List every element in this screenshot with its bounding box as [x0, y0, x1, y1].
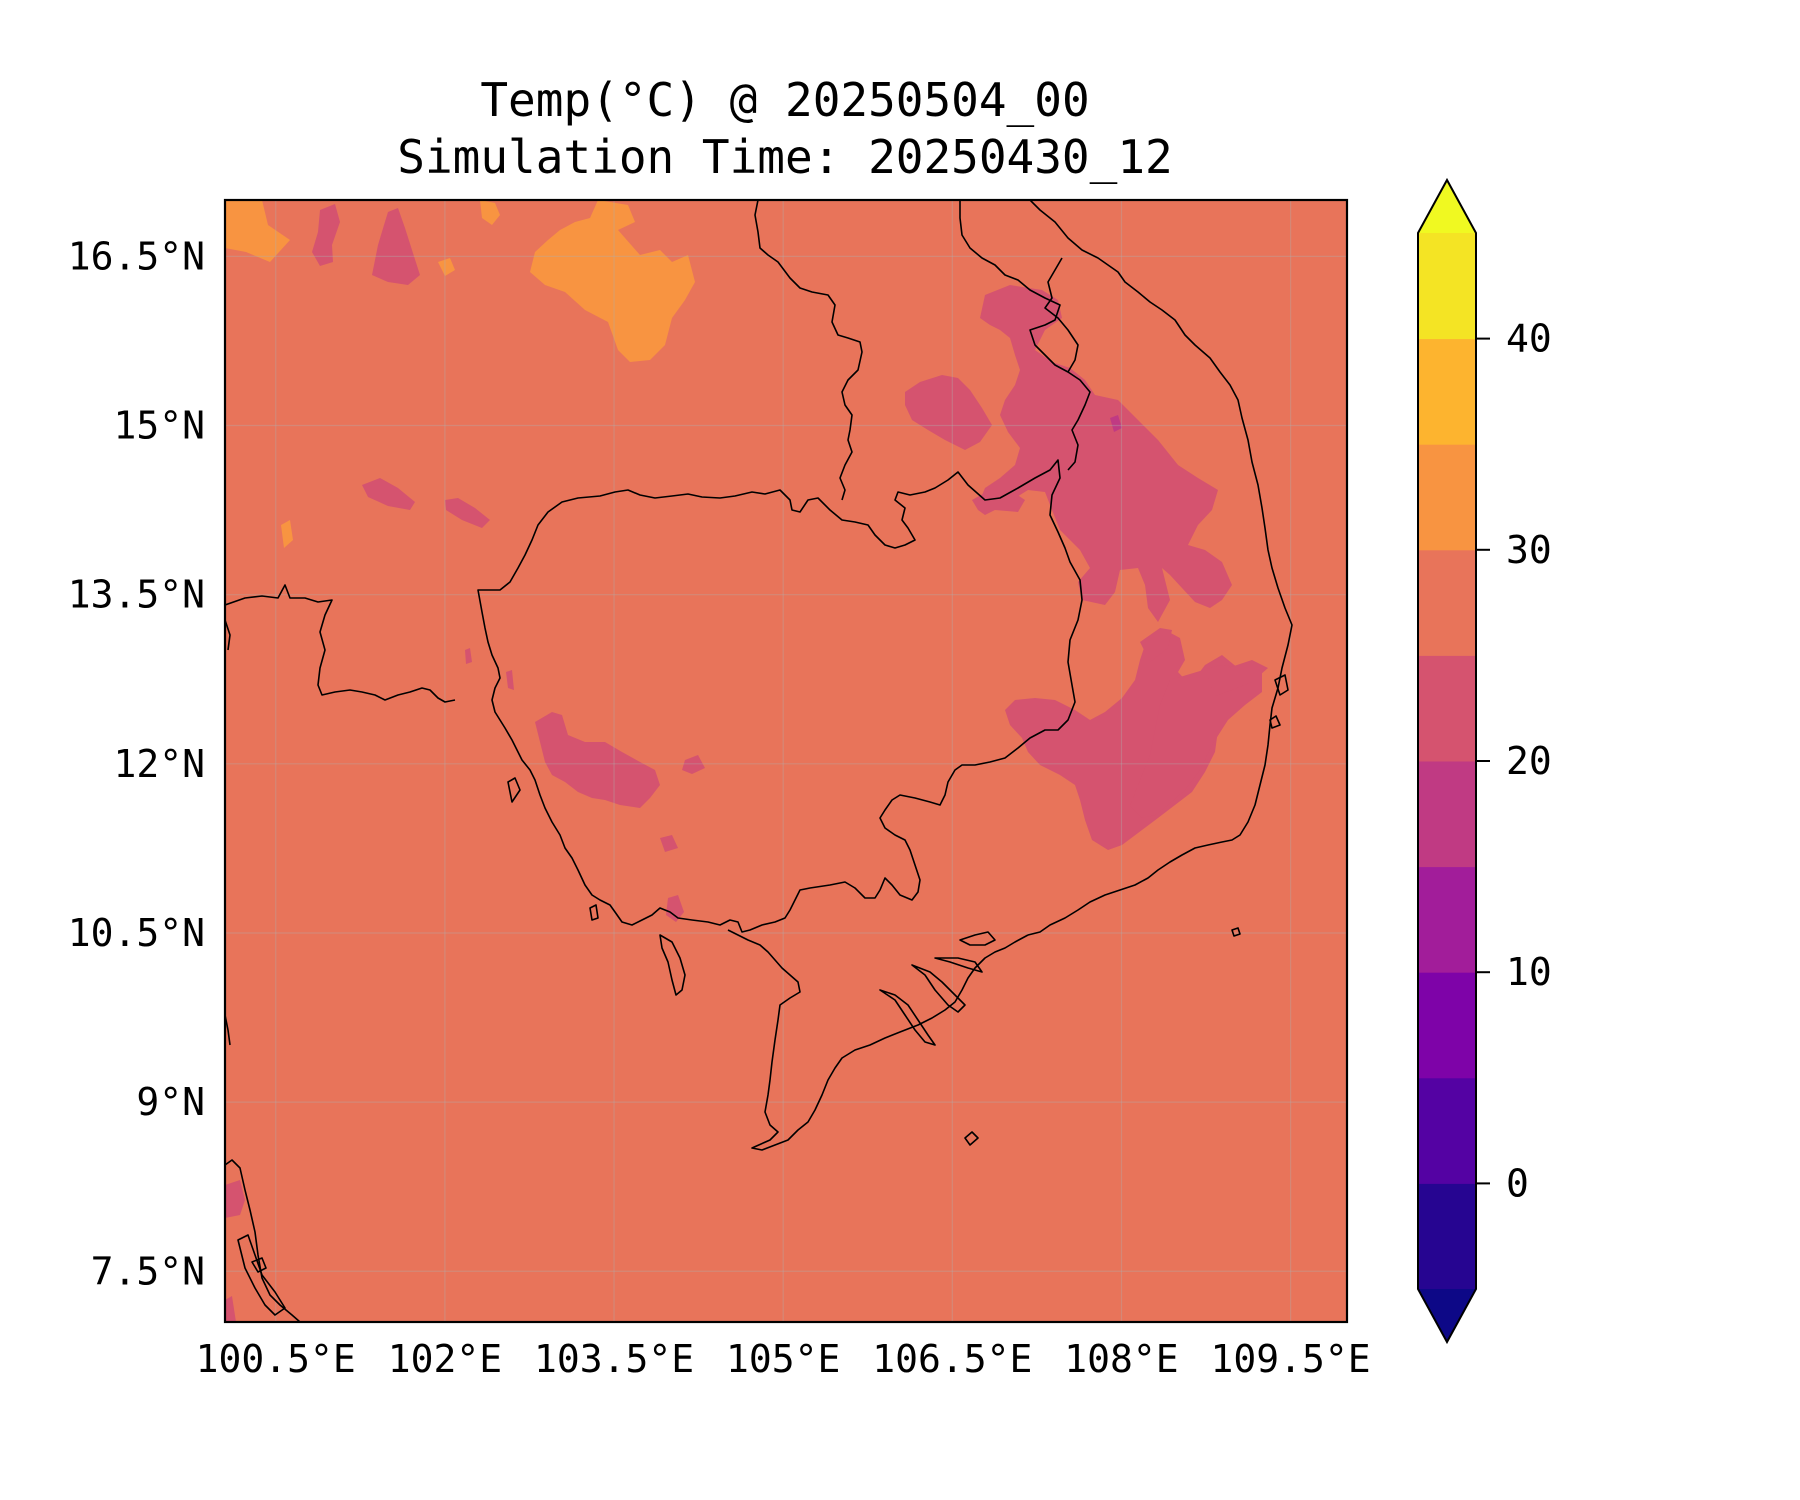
laos-river	[1044, 257, 1079, 373]
delta-mouth-3	[934, 957, 983, 973]
small-island-1	[1231, 927, 1241, 937]
cool-region-small-5	[465, 648, 472, 664]
delta-mouth-2	[911, 964, 966, 1013]
delta-mouth-1	[879, 989, 936, 1046]
cool-region-small-1	[682, 755, 705, 774]
warm-region-small-3	[281, 520, 293, 548]
lat-tick-label-2: 13.5°N	[68, 573, 205, 617]
colorbar-tick-label-2: 20	[1506, 739, 1552, 783]
laos-border-north	[754, 200, 863, 501]
thailand-gulf-coast	[225, 1159, 301, 1322]
cool-region-small-4	[506, 670, 514, 690]
warm-region-small-2	[438, 258, 455, 276]
colorbar-segment-6	[1418, 549, 1476, 656]
colorbar-tick-label-4: 40	[1506, 317, 1552, 361]
east-coast-islet	[1274, 674, 1289, 696]
lon-tick-label-1: 102°E	[388, 1337, 502, 1381]
cool-region-small-2	[660, 835, 678, 852]
vietnam-coast	[1027, 200, 1293, 936]
cool-region-cardamom	[535, 712, 660, 808]
colorbar-segment-4	[1418, 761, 1476, 868]
lat-tick-label-0: 16.5°N	[68, 234, 205, 278]
lon-tick-label-4: 106.5°E	[872, 1337, 1032, 1381]
cool-region-west-2	[445, 498, 490, 528]
cool-region-north-2	[372, 208, 420, 285]
lat-tick-label-1: 15°N	[113, 404, 205, 448]
colorbar-segment-8	[1418, 338, 1476, 445]
colorbar-segment-5	[1418, 655, 1476, 762]
map-subtitle: Simulation Time: 20250430_12	[397, 130, 1172, 184]
small-island-3	[589, 904, 599, 921]
colorbar-extend-min	[1418, 1289, 1476, 1342]
lat-tick-label-5: 9°N	[136, 1080, 205, 1124]
thailand-west-edge	[225, 619, 231, 651]
con-dao-island	[964, 1131, 979, 1146]
colorbar-segment-7	[1418, 444, 1476, 551]
colorbar	[1417, 177, 1477, 1345]
lon-tick-label-5: 108°E	[1064, 1337, 1178, 1381]
colorbar-outline	[1417, 177, 1477, 1345]
colorbar-extend-max	[1418, 180, 1476, 233]
vietnam-border-north	[959, 200, 1091, 471]
mekong-delta-coast	[727, 929, 1029, 1151]
lat-tick-label-6: 7.5°N	[91, 1249, 205, 1293]
colorbar-tick-label-3: 30	[1506, 528, 1552, 572]
map-title: Temp(°C) @ 20250504_00	[480, 73, 1089, 127]
lon-tick-label-6: 109.5°E	[1211, 1337, 1371, 1381]
cool-region-east-3	[972, 490, 1025, 515]
cool-region-small-3	[666, 895, 684, 922]
cool-region-east-highlands	[980, 285, 1232, 622]
cool-region-central-highlands-2	[1140, 628, 1172, 662]
cool-region-central-highlands-3	[1130, 665, 1262, 818]
cool-region-sw-1	[225, 1296, 236, 1322]
longitude-tick-labels: 100.5°E 102°E 103.5°E 105°E 106.5°E 108°E 109.…	[196, 1337, 1371, 1381]
colorbar-segment-0	[1418, 1183, 1476, 1290]
map-gridlines	[225, 200, 1347, 1322]
cambodia-border	[477, 459, 1083, 933]
warm-region-small-1	[480, 200, 500, 225]
temperature-contours	[225, 200, 1268, 1322]
colorbar-tick-labels: 0 10 20 30 40	[1476, 317, 1552, 1205]
delta-mouth-4	[959, 931, 996, 946]
warm-region-nw	[225, 200, 290, 262]
map-panel	[225, 200, 1347, 1322]
warm-region-north	[530, 200, 695, 362]
cool-region-north-1	[312, 204, 340, 266]
east-coast-islet-2	[1269, 715, 1281, 729]
map-frame	[223, 198, 1349, 1324]
cool-region-east-5	[1110, 415, 1122, 432]
lon-tick-label-2: 103.5°E	[534, 1337, 694, 1381]
phu-quoc-island	[659, 934, 686, 996]
cool-region-south-coast	[225, 1180, 245, 1218]
colorbar-segment-3	[1418, 866, 1476, 973]
lat-tick-label-3: 12°N	[113, 742, 205, 786]
southern-islands	[237, 1234, 286, 1316]
lon-tick-label-3: 105°E	[726, 1337, 840, 1381]
latitude-tick-labels: 16.5°N 15°N 13.5°N 12°N 10.5°N 9°N 7.5°N	[68, 234, 205, 1293]
colorbar-tick-label-1: 10	[1506, 950, 1552, 994]
cool-region-east-2	[905, 375, 992, 450]
colorbar-tick-label-0: 0	[1506, 1161, 1529, 1205]
colorbar-segment-9	[1418, 233, 1476, 340]
colorbar-segment-2	[1418, 972, 1476, 1079]
small-island-2	[507, 777, 521, 803]
colorbar-segment-1	[1418, 1077, 1476, 1184]
thailand-border-west	[225, 584, 456, 703]
coastlines-and-borders	[225, 200, 1293, 1322]
cool-region-east-4	[1208, 660, 1268, 696]
lat-tick-label-4: 10.5°N	[68, 911, 205, 955]
southern-islet	[251, 1257, 267, 1273]
lon-tick-label-0: 100.5°E	[196, 1337, 356, 1381]
cool-region-west-1	[362, 478, 415, 510]
